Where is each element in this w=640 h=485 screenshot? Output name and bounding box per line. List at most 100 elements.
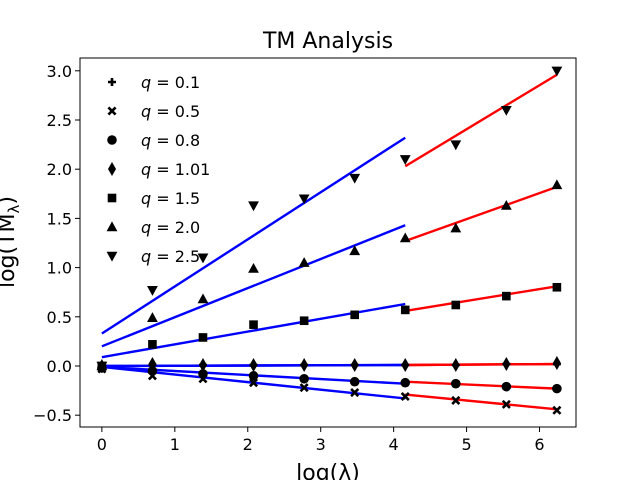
- axes: 0 1 2 3 4 5 6 −0.5 0.0 0.5 1.0 1.5 2.0 2.5 3.0: [33, 57, 577, 454]
- point-s6-1: [147, 286, 158, 296]
- point-s6-3: [248, 201, 259, 212]
- fit-line-7: [405, 362, 557, 367]
- legend-marker-5: [106, 221, 118, 232]
- point-s2-5: [349, 376, 360, 387]
- point-s2-6: [400, 377, 411, 388]
- legend-marker-6: [106, 251, 118, 262]
- legend-marker-3: [108, 162, 116, 176]
- point-s3-7: [451, 358, 460, 373]
- legend-marker-4: [107, 193, 117, 203]
- point-s4-5: [350, 310, 359, 320]
- legend-marker-2: [107, 135, 117, 145]
- y-tick-label-4: 1.5: [47, 209, 72, 228]
- fit-line-9: [405, 285, 558, 313]
- point-s4-7: [451, 300, 461, 310]
- y-tick-label-0: −0.5: [33, 406, 72, 425]
- point-s5-4: [298, 257, 310, 267]
- y-tick-label-7: 3.0: [47, 62, 72, 81]
- point-s3-9: [552, 356, 561, 371]
- point-s4-8: [502, 291, 511, 301]
- y-axis-label: log(TMλ): [0, 196, 23, 288]
- point-s1-3: [249, 378, 259, 388]
- point-s5-6: [399, 232, 411, 243]
- point-s1-7: [451, 395, 461, 405]
- point-s1-4: [299, 383, 309, 393]
- legend-label-2: q = 0.8: [141, 131, 200, 150]
- y-tick-label-2: 0.5: [47, 308, 72, 327]
- fit-line-12: [101, 136, 406, 335]
- point-s5-5: [349, 245, 361, 256]
- point-s6-7: [450, 140, 462, 151]
- fit-lines: [101, 73, 558, 411]
- legend-label-1: q = 0.5: [141, 102, 200, 121]
- point-s1-9: [552, 405, 562, 415]
- x-tick-label-6: 6: [534, 435, 544, 454]
- fit-line-13: [404, 73, 558, 168]
- legend-label-0: q = 0.1: [141, 73, 200, 92]
- point-s3-1: [148, 357, 157, 372]
- fit-line-3: [405, 393, 558, 411]
- legend: q = 0.1 q = 0.5 q = 0.8 q = 1.01 q = 1.5 q = …: [106, 73, 210, 266]
- fit-line-5: [405, 380, 557, 390]
- point-s3-3: [249, 358, 258, 373]
- point-s6-2: [197, 253, 209, 264]
- point-s5-2: [197, 293, 209, 304]
- point-s4-6: [400, 305, 410, 315]
- x-tick-label-5: 5: [461, 435, 471, 454]
- x-tick-label-0: 0: [97, 435, 107, 454]
- x-tick-label-1: 1: [170, 435, 180, 454]
- point-s6-9: [551, 66, 563, 77]
- point-s3-2: [198, 358, 207, 373]
- data-points: [96, 66, 563, 415]
- y-tick-label-6: 2.5: [47, 111, 72, 130]
- point-s2-2: [198, 369, 208, 379]
- point-s4-1: [148, 340, 157, 349]
- point-s3-6: [401, 358, 410, 373]
- legend-label-6: q = 2.5: [141, 247, 200, 266]
- plot-frame: [79, 57, 577, 428]
- legend-label-5: q = 2.0: [141, 218, 200, 237]
- fit-line-8: [101, 302, 406, 359]
- point-s1-8: [501, 399, 511, 409]
- point-s2-9: [552, 383, 562, 394]
- x-tick-label-3: 3: [316, 435, 326, 454]
- legend-label-3: q = 1.01: [141, 160, 210, 179]
- x-tick-label-4: 4: [389, 435, 399, 454]
- point-s1-6: [400, 391, 410, 402]
- point-s5-8: [500, 200, 512, 210]
- y-tick-label-3: 1.0: [47, 259, 72, 278]
- point-s4-2: [198, 333, 208, 342]
- point-s3-4: [300, 358, 309, 373]
- point-s2-4: [299, 373, 309, 384]
- point-s4-3: [249, 320, 258, 329]
- x-tick-label-2: 2: [243, 435, 253, 454]
- point-s5-1: [147, 312, 158, 322]
- point-s3-8: [502, 357, 511, 372]
- point-s2-8: [501, 381, 512, 392]
- y-axis-label-text: log(TMλ): [0, 196, 23, 288]
- y-tick-label-1: 0.0: [47, 357, 72, 376]
- fit-line-11: [404, 185, 558, 243]
- point-s6-8: [500, 105, 512, 116]
- point-s5-3: [248, 262, 259, 273]
- y-tick-label-5: 2.0: [47, 160, 72, 179]
- chart-title: TM Analysis: [262, 29, 393, 54]
- legend-marker-1: [107, 106, 117, 116]
- point-s6-5: [349, 173, 361, 184]
- legend-label-4: q = 1.5: [141, 189, 200, 208]
- point-s2-7: [450, 378, 461, 389]
- point-s3-5: [350, 358, 359, 373]
- point-s6-0: [96, 361, 108, 372]
- point-s6-6: [399, 155, 411, 165]
- point-s5-7: [450, 222, 462, 233]
- point-s2-3: [248, 371, 259, 381]
- point-s4-4: [299, 316, 309, 326]
- point-s1-5: [350, 388, 360, 398]
- point-s4-9: [552, 282, 562, 292]
- x-axis-label: log(λ): [296, 461, 360, 480]
- point-s6-4: [298, 194, 310, 205]
- legend-marker-0: [108, 78, 116, 86]
- point-s5-9: [551, 179, 563, 190]
